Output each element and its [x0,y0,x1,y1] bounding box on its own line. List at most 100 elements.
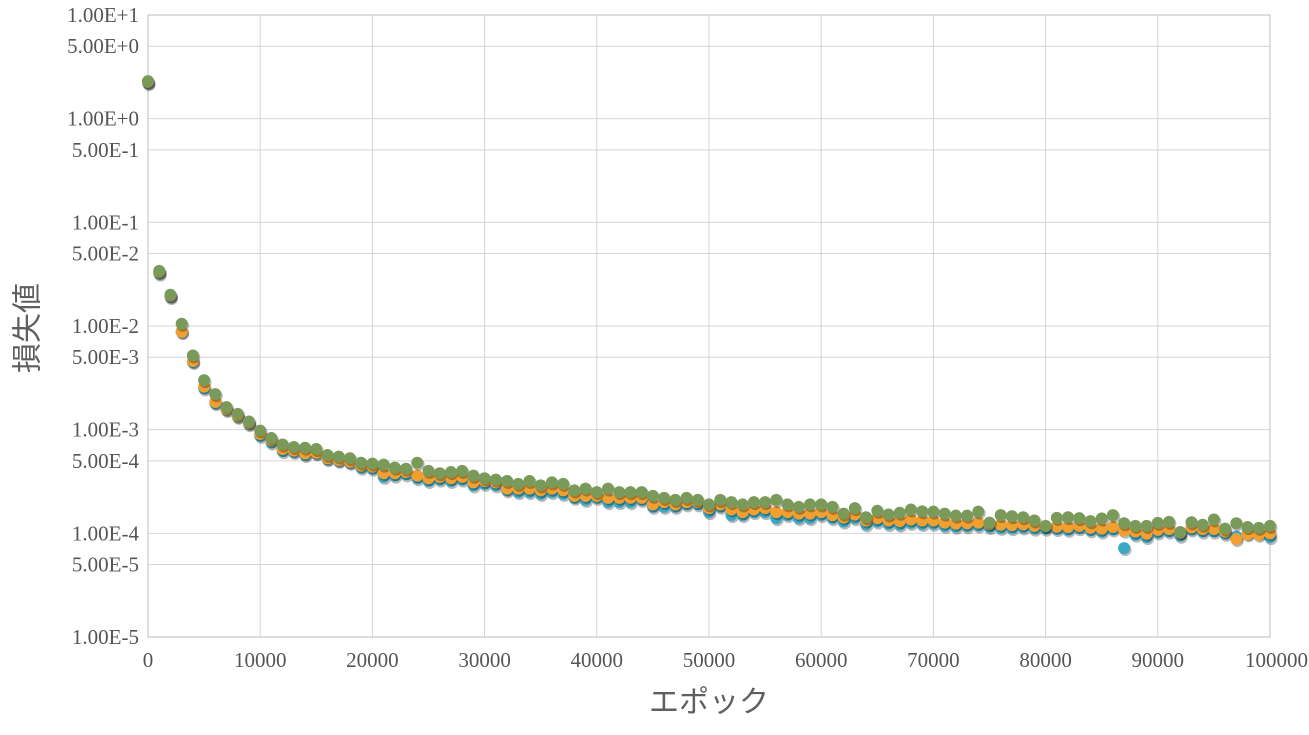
data-point [938,507,951,520]
data-point [153,264,166,277]
data-point [781,498,794,511]
data-point [1207,523,1220,536]
data-point [646,489,659,502]
data-point [1129,519,1142,532]
data-point [433,467,446,480]
x-tick-label: 50000 [683,648,736,672]
data-point [1073,512,1086,525]
data-point [321,448,334,461]
data-point [568,484,581,497]
series-2 [142,75,1278,541]
data-point [1050,520,1063,533]
x-axis-tick-labels: 0 10000 20000 30000 40000 50000 60000 70000 8000… [143,648,1308,672]
data-point [332,450,345,463]
data-point [377,467,390,480]
data-point [265,432,278,445]
data-point [1118,542,1131,555]
y-tick-label: 1.00E-2 [72,314,139,338]
data-point [882,508,895,521]
data-point [198,374,211,387]
data-point [871,504,884,517]
y-tick-label: 5.00E-4 [72,449,140,473]
data-point [1084,515,1097,528]
y-tick-label: 5.00E-3 [72,345,139,369]
x-tick-label: 30000 [458,648,511,672]
data-point [1106,509,1119,522]
data-point [456,464,469,477]
data-point [557,477,570,490]
data-point [972,516,985,529]
data-point [1163,515,1176,528]
data-point [703,498,715,511]
data-point [1196,518,1209,531]
data-point [209,388,222,401]
y-tick-label: 1.00E-5 [72,625,139,649]
data-point [658,491,671,504]
y-tick-label: 1.00E-3 [72,418,139,442]
data-point [714,493,727,506]
data-point [1151,516,1164,529]
data-point [1062,521,1075,534]
data-point [1039,519,1052,532]
data-point [1095,522,1108,535]
data-point [613,486,626,499]
data-point [1241,521,1254,534]
data-point [220,401,233,414]
x-axis-title: エポック [649,685,769,720]
data-point [164,288,177,301]
data-point [276,438,289,451]
data-point [747,496,760,509]
data-point [972,505,985,518]
data-point [579,482,592,495]
x-tick-label: 10000 [234,648,287,672]
y-tick-label: 5.00E-2 [72,242,139,266]
data-point [927,514,940,527]
data-point [231,407,244,420]
y-axis-title: 損失値 [11,283,46,373]
data-point [242,415,255,428]
data-point [792,500,805,513]
data-point [310,443,323,456]
data-point [938,516,951,529]
data-point [1062,511,1075,524]
data-point [759,496,772,509]
y-tick-label: 1.00E+0 [67,107,139,131]
data-point [411,469,424,482]
data-point [590,486,603,499]
data-point [770,493,783,506]
data-point [1005,510,1018,523]
data-point [815,498,828,511]
data-point [534,479,547,492]
data-point [1185,516,1198,529]
data-point [377,458,390,471]
data-point [1118,517,1131,530]
data-point [400,462,413,475]
x-tick-label: 80000 [1019,648,1072,672]
data-point [927,505,940,518]
data-point [1252,521,1265,534]
data-point [669,493,682,506]
data-point [624,486,637,499]
data-point [860,511,873,524]
x-tick-label: 20000 [346,648,399,672]
data-point [355,456,368,469]
data-point [803,498,816,511]
data-point [254,424,267,437]
y-tick-label: 1.00E+1 [67,3,139,27]
data-point [512,477,525,490]
data-points [142,75,1278,557]
plot-area [147,14,1271,638]
series-1 [142,76,1278,548]
x-tick-label: 60000 [795,648,848,672]
data-point [444,466,457,479]
data-point [501,474,514,487]
data-point [1106,521,1119,534]
data-point [949,509,962,522]
data-point [904,513,917,526]
data-point [848,502,861,515]
data-point [736,498,749,511]
data-point [1095,512,1108,525]
data-point [343,452,356,465]
data-point [422,464,435,477]
data-point [1264,519,1276,532]
